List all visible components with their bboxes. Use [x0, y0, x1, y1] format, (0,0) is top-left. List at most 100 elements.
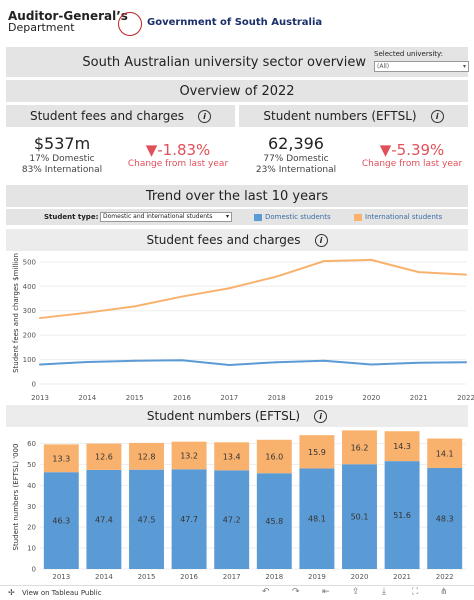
- eftsl-y-axis-label: Student numbers (EFTSL) '000: [12, 444, 20, 551]
- info-icon[interactable]: i: [198, 109, 212, 123]
- page-title: South Australian university sector overv…: [82, 55, 366, 70]
- eftsl-total: 62,396: [268, 134, 324, 153]
- fees-line-chart: Student fees and charges $million 0 100 20…: [12, 253, 474, 402]
- fees-chart-title: Student fees and charges: [146, 233, 301, 247]
- revert-icon[interactable]: ⇤: [322, 587, 330, 597]
- legend-domestic-swatch: [254, 214, 262, 221]
- eftsl-bar-label: 13.4: [223, 452, 241, 461]
- fees-point-domestic-students: [417, 361, 420, 364]
- eftsl-bar-label: 13.3: [52, 454, 70, 463]
- fees-x-tick: 2015: [126, 394, 144, 402]
- eftsl-x-tick: 2017: [223, 573, 241, 581]
- eftsl-bar-domestic-students: [86, 469, 122, 569]
- fees-point-domestic-students: [39, 363, 41, 366]
- eftsl-y-tick: 50: [27, 461, 36, 469]
- eftsl-bar-chart: Student numbers (EFTSL) '000 0 10 20 30 40 50…: [12, 430, 466, 581]
- eftsl-bar-label: 47.7: [180, 515, 198, 524]
- eftsl-bar-label: 48.3: [436, 515, 454, 524]
- download-icon[interactable]: ⤓: [382, 587, 386, 597]
- legend-domestic-label[interactable]: Domestic students: [265, 213, 331, 221]
- fees-y-axis-label: Student fees and charges $million: [12, 253, 20, 373]
- legend-international-swatch: [354, 214, 362, 221]
- fees-point-domestic-students: [275, 361, 278, 364]
- fees-x-tick: 2022: [457, 394, 474, 402]
- eftsl-bar-label: 48.1: [308, 515, 326, 524]
- fees-y-tick: 100: [23, 356, 36, 364]
- eftsl-bar-label: 47.2: [223, 516, 241, 525]
- chevron-down-icon: ▾: [462, 63, 466, 70]
- fees-change: ▼-1.83% Change from last year: [122, 141, 234, 169]
- eftsl-bar-international-students: [214, 442, 250, 471]
- eftsl-x-tick: 2014: [95, 573, 113, 581]
- eftsl-x-tick: 2019: [308, 573, 326, 581]
- fees-international-share: 83% International: [21, 165, 103, 175]
- fees-y-tick: 500: [23, 258, 36, 266]
- fees-point-domestic-students: [323, 359, 325, 362]
- eftsl-bar-international-students: [43, 444, 79, 473]
- fees-x-tick: 2020: [362, 394, 380, 402]
- fees-point-international-students: [370, 258, 373, 261]
- info-icon[interactable]: i: [430, 109, 444, 123]
- fees-x-tick: 2019: [315, 394, 333, 402]
- fees-point-domestic-students: [370, 363, 373, 366]
- fees-chart-heading: Student fees and charges i: [6, 229, 468, 251]
- triangle-down-icon: ▼: [379, 141, 392, 159]
- title-bar: South Australian university sector overv…: [6, 47, 469, 77]
- eftsl-bar-label: 46.3: [52, 517, 70, 526]
- share-icon[interactable]: ⇪: [352, 587, 360, 597]
- eftsl-bar-international-students: [86, 443, 122, 470]
- info-icon[interactable]: i: [314, 233, 328, 247]
- eftsl-bar-label: 50.1: [351, 513, 369, 522]
- eftsl-chart-title: Student numbers (EFTSL): [146, 409, 301, 423]
- eftsl-y-tick: 0: [32, 566, 36, 574]
- eftsl-bar-domestic-students: [43, 472, 79, 569]
- fees-point-international-students: [181, 295, 183, 298]
- eftsl-bar-international-students: [299, 435, 335, 469]
- share-network-icon[interactable]: ⋔: [440, 587, 448, 597]
- fees-x-tick: 2021: [410, 394, 428, 402]
- fees-change-value: -1.83%: [157, 141, 211, 159]
- fees-x-tick: 2014: [78, 394, 96, 402]
- org-name: Auditor-General’s: [8, 9, 128, 23]
- eftsl-bar-domestic-students: [427, 468, 463, 569]
- info-icon[interactable]: i: [314, 409, 328, 423]
- university-select-value: (All): [377, 63, 390, 70]
- eftsl-international-share: 23% International: [255, 165, 337, 175]
- eftsl-bar-label: 51.6: [393, 511, 411, 520]
- view-on-tableau-link[interactable]: View on Tableau Public: [22, 589, 102, 597]
- eftsl-bar-domestic-students: [342, 464, 377, 569]
- fees-point-domestic-students: [465, 361, 467, 364]
- eftsl-bar-label: 47.4: [95, 515, 113, 524]
- trend-title: Trend over the last 10 years: [145, 188, 329, 204]
- fees-x-tick: 2013: [31, 394, 49, 402]
- org-logo-text: Auditor-General’s Department: [8, 10, 128, 34]
- eftsl-y-tick: 60: [27, 440, 36, 448]
- student-type-select[interactable]: Domestic and international students ▾: [100, 212, 232, 222]
- eftsl-bar-label: 15.9: [308, 448, 326, 457]
- eftsl-bar-domestic-students: [214, 470, 250, 569]
- university-select[interactable]: (All) ▾: [374, 61, 469, 72]
- student-type-label: Student type:: [44, 213, 99, 221]
- fees-point-domestic-students: [86, 361, 89, 364]
- fees-point-international-students: [228, 287, 231, 290]
- redo-icon[interactable]: ↷: [292, 587, 300, 597]
- eftsl-bar-international-students: [256, 439, 292, 474]
- fees-line-domestic-students: [39, 359, 467, 366]
- eftsl-x-tick: 2020: [351, 573, 369, 581]
- legend-international-label[interactable]: International students: [365, 213, 443, 221]
- fees-point-domestic-students: [181, 359, 183, 362]
- eftsl-change-label: Change from last year: [361, 159, 463, 169]
- fees-x-tick: 2018: [268, 394, 286, 402]
- fees-x-tick: 2017: [220, 394, 238, 402]
- fees-y-tick: 0: [32, 381, 36, 389]
- crest-icon: [118, 12, 142, 36]
- fees-domestic-share: 17% Domestic: [29, 154, 95, 164]
- fullscreen-icon[interactable]: ⛶: [412, 587, 419, 597]
- fees-kpi: $537m 17% Domestic 83% International: [12, 134, 112, 175]
- trend-heading: Trend over the last 10 years: [6, 185, 468, 207]
- eftsl-bar-label: 16.0: [265, 453, 283, 462]
- undo-icon[interactable]: ↶: [262, 587, 270, 597]
- eftsl-bar-international-students: [129, 442, 164, 470]
- selected-university-label: Selected university:: [374, 50, 444, 58]
- eftsl-bar-label: 16.2: [351, 443, 369, 452]
